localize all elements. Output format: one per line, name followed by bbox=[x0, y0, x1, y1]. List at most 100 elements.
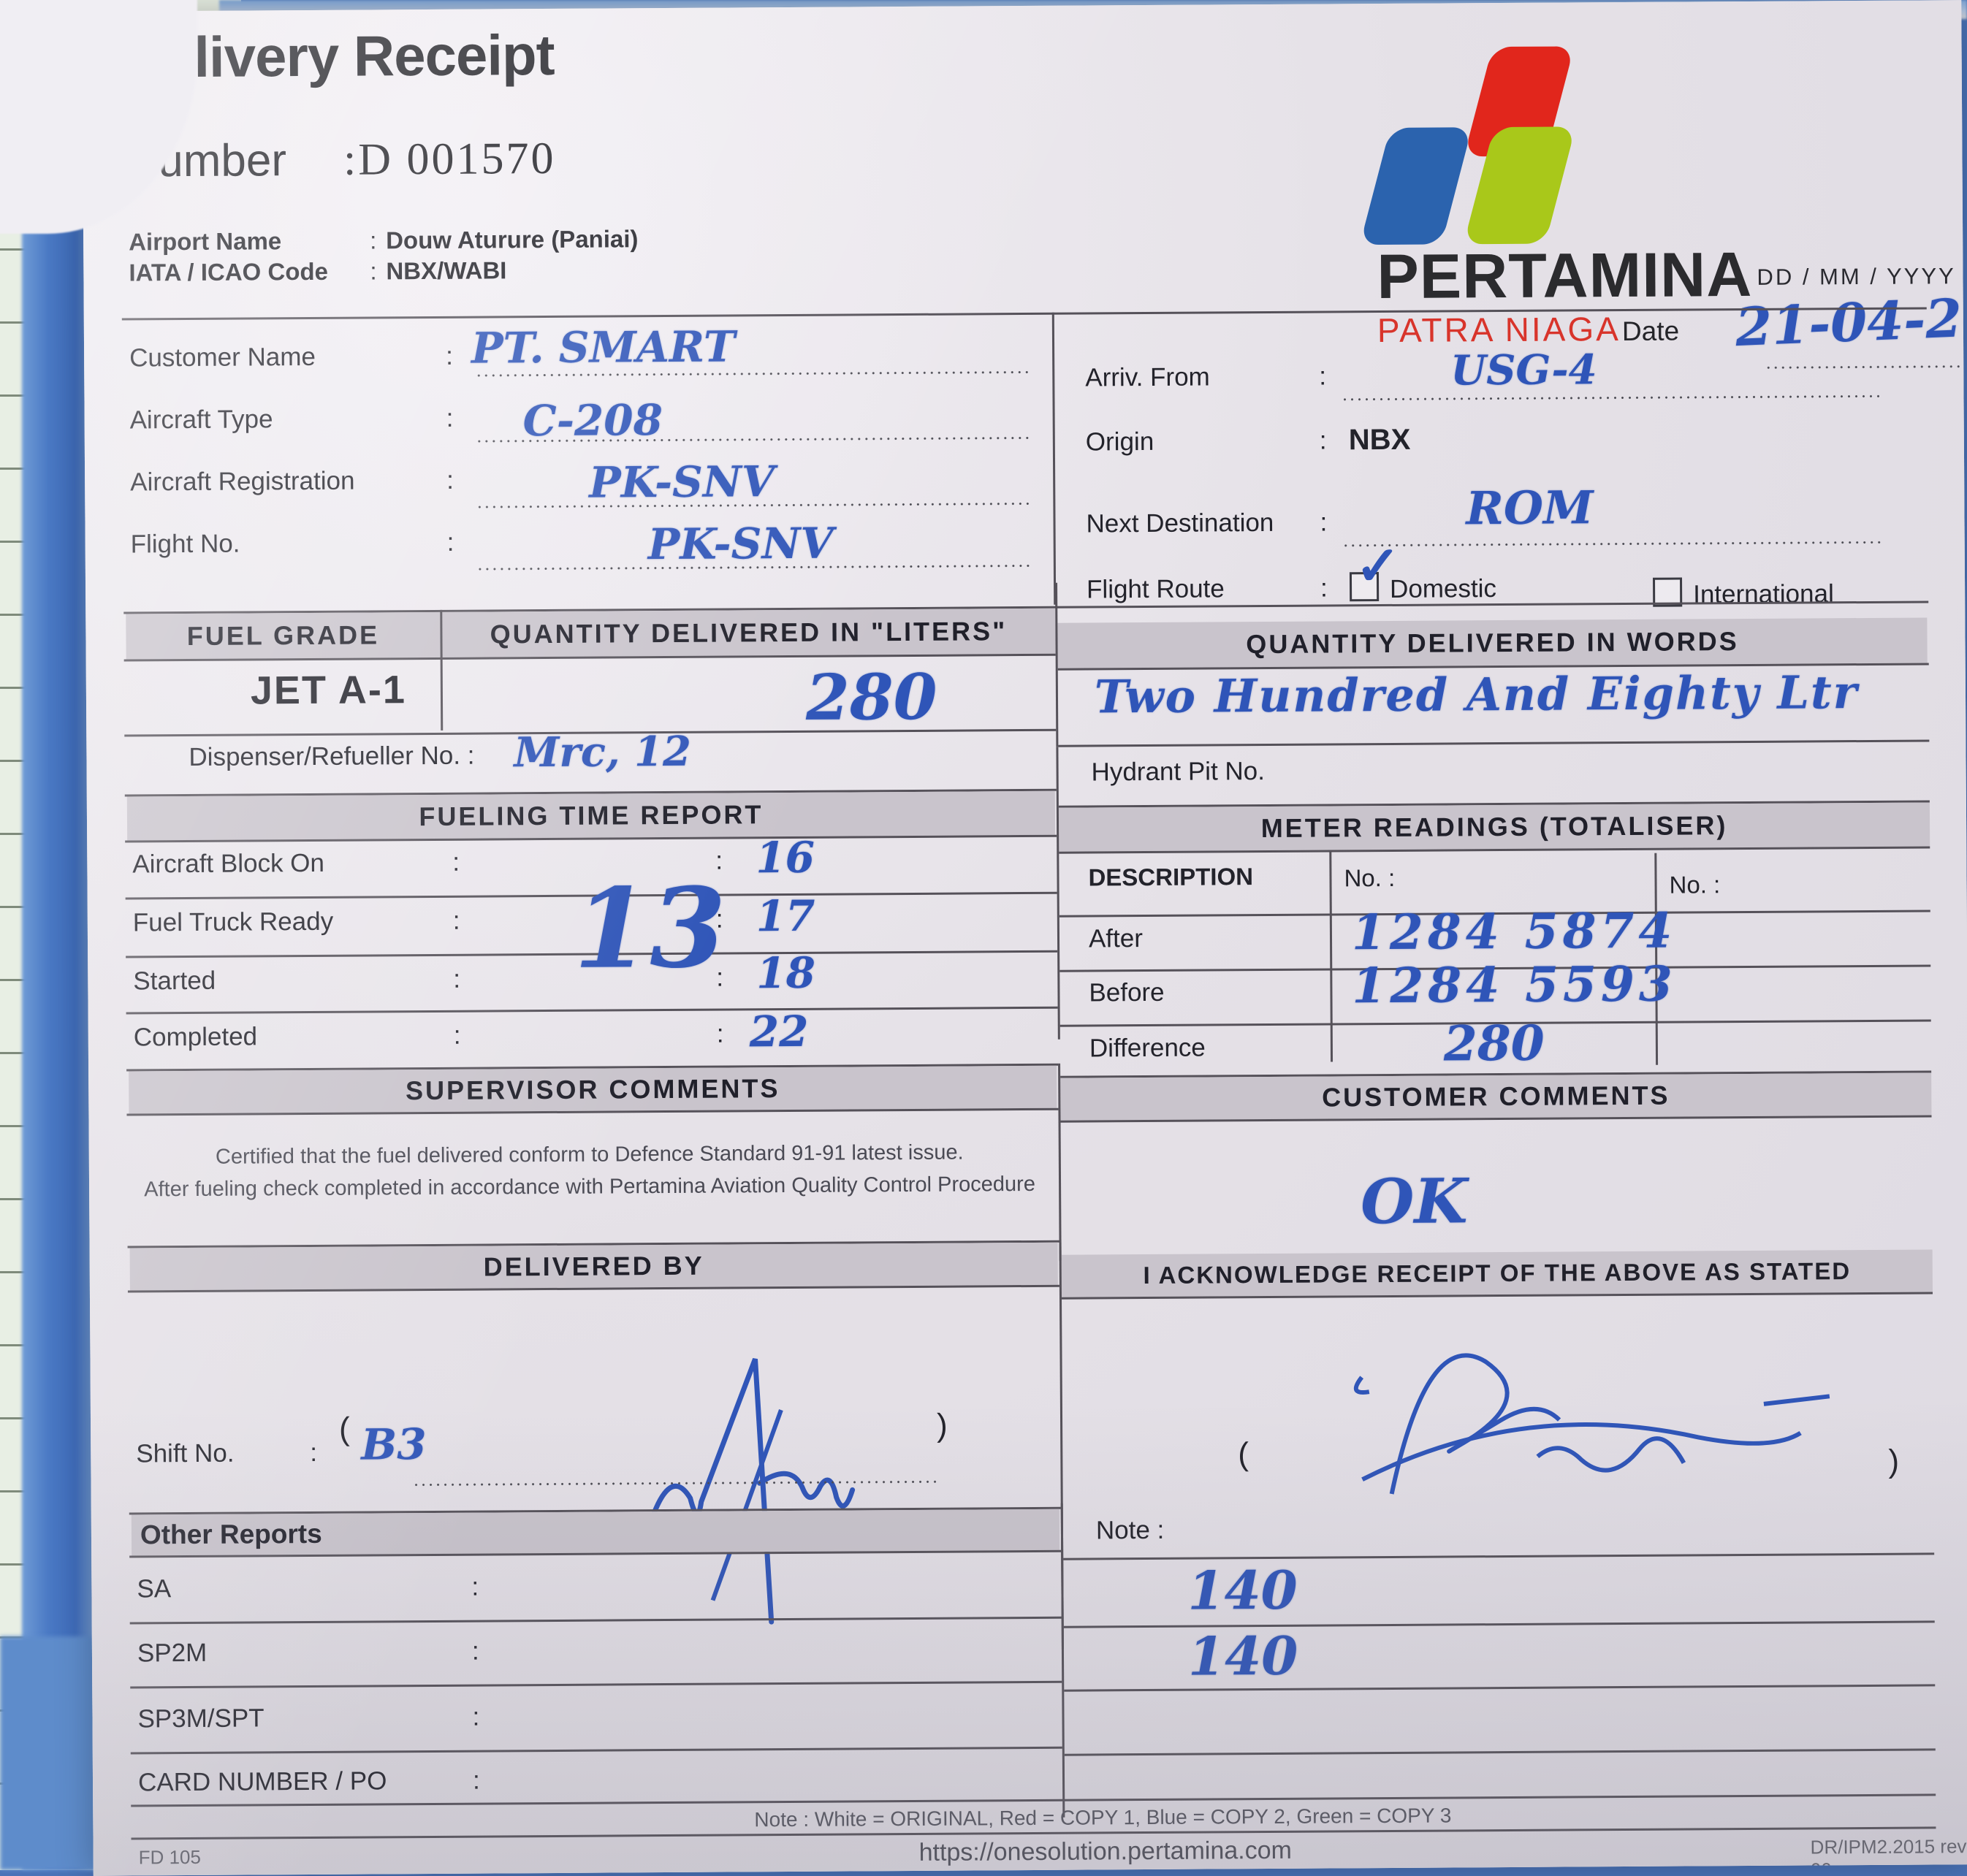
next-destination-label: Next Destination bbox=[1086, 508, 1274, 538]
airport-name-row: Airport Name : Douw Aturure (Paniai) bbox=[129, 224, 639, 257]
card-number-po-separator: : bbox=[472, 1766, 480, 1795]
receipt-number-row: Number :D 001570 bbox=[125, 133, 555, 188]
quantity-liters-header: QUANTITY DELIVERED IN "LITERS" bbox=[441, 608, 1056, 657]
arriv-from-label: Arriv. From bbox=[1085, 362, 1210, 392]
customer-signature bbox=[1353, 1353, 1830, 1495]
customer-comments-header: CUSTOMER COMMENTS bbox=[1060, 1072, 1932, 1121]
date-dotted-line bbox=[1765, 365, 1967, 369]
meter-after-label: After bbox=[1088, 924, 1144, 953]
aircraft-type-label: Aircraft Type bbox=[129, 405, 273, 435]
fuel-truck-ready-separator: : bbox=[452, 906, 460, 935]
iata-icao-value: NBX/WABI bbox=[386, 256, 507, 285]
logo-blue-parallelogram bbox=[1359, 127, 1472, 245]
quantity-liters-value: 280 bbox=[805, 660, 937, 735]
pertamina-logo: PERTAMINA PATRA NIAGA bbox=[1359, 37, 1964, 350]
airport-name-value: Douw Aturure (Paniai) bbox=[386, 225, 639, 254]
flight-no-label: Flight No. bbox=[130, 529, 240, 559]
other-reports-divider bbox=[1060, 1503, 1065, 1818]
shift-no-label: Shift No. bbox=[136, 1438, 235, 1468]
other-reports-header: Other Reports bbox=[131, 1509, 1060, 1556]
onesolution-url[interactable]: https://onesolution.pertamina.com bbox=[918, 1836, 1293, 1867]
aircraft-block-on-separator: : bbox=[452, 847, 460, 877]
completed-minute: 22 bbox=[749, 1006, 809, 1057]
origin-value: NBX bbox=[1348, 423, 1411, 457]
brand-name: PERTAMINA bbox=[1377, 239, 1753, 313]
note-row-line-3 bbox=[1064, 1748, 1936, 1756]
customer-name-label: Customer Name bbox=[129, 342, 316, 373]
certification-line-1: Certified that the fuel delivered confor… bbox=[215, 1140, 964, 1169]
column-divider-top bbox=[1051, 312, 1057, 605]
meter-col-no2: No. : bbox=[1669, 871, 1721, 899]
started-separator: : bbox=[453, 964, 461, 994]
next-destination-value: ROM bbox=[1466, 481, 1594, 535]
meter-col-description: DESCRIPTION bbox=[1088, 863, 1254, 891]
meter-before-label: Before bbox=[1089, 977, 1165, 1007]
international-label: International bbox=[1693, 579, 1834, 609]
note-label: Note : bbox=[1095, 1515, 1165, 1545]
aircraft-registration-value: PK-SNV bbox=[588, 457, 775, 508]
started-minute: 18 bbox=[756, 947, 816, 999]
acknowledge-close-paren: ) bbox=[1888, 1443, 1900, 1479]
fuel-truck-ready-minute: 17 bbox=[756, 891, 815, 942]
acknowledge-open-paren: ( bbox=[1238, 1436, 1249, 1473]
note-value-line1: 140 bbox=[1187, 1558, 1298, 1622]
footer-top-line bbox=[131, 1793, 1936, 1807]
flight-route-separator: : bbox=[1320, 573, 1328, 603]
origin-label: Origin bbox=[1085, 427, 1154, 457]
supervisor-comments-header: SUPERVISOR COMMENTS bbox=[129, 1065, 1057, 1114]
meter-before-value: 1284 5593 bbox=[1352, 955, 1678, 1015]
sp2m-separator: : bbox=[471, 1636, 479, 1666]
customer-name-separator: : bbox=[445, 341, 453, 370]
words-row-bottom-line bbox=[1058, 739, 1930, 747]
aircraft-registration-label: Aircraft Registration bbox=[130, 466, 355, 497]
iata-icao-row: IATA / ICAO Code : NBX/WABI bbox=[129, 254, 639, 288]
note-row-line-1 bbox=[1063, 1620, 1935, 1628]
receipt-number-value: :D 001570 bbox=[343, 133, 556, 185]
fuel-grade-value: JET A-1 bbox=[250, 668, 407, 713]
meter-divider-1 bbox=[1329, 850, 1333, 1062]
delivered-open-paren: ( bbox=[338, 1411, 350, 1447]
brand-subname: PATRA NIAGA bbox=[1377, 310, 1621, 350]
sp3m-spt-label: SP3M/SPT bbox=[137, 1704, 265, 1734]
certification-line-2: After fueling check completed in accorda… bbox=[144, 1172, 1036, 1202]
iata-icao-label: IATA / ICAO Code bbox=[129, 258, 329, 286]
domestic-label: Domestic bbox=[1389, 574, 1497, 603]
meter-col-no1: No. : bbox=[1344, 863, 1396, 892]
hydrant-pit-label: Hydrant Pit No. bbox=[1091, 757, 1266, 787]
sp3m-spt-separator: : bbox=[472, 1702, 480, 1731]
shift-no-value: B3 bbox=[361, 1419, 427, 1470]
pertamina-arrow-icon bbox=[1359, 39, 1603, 245]
sa-separator: : bbox=[471, 1572, 479, 1601]
pertamina-wordmark: PERTAMINA PATRA NIAGA bbox=[1377, 239, 1753, 350]
aircraft-block-on-minute: 16 bbox=[756, 832, 815, 883]
flight-no-separator: : bbox=[446, 527, 454, 557]
card-number-po-label: CARD NUMBER / PO bbox=[137, 1766, 387, 1797]
flight-no-value: PK-SNV bbox=[647, 518, 834, 570]
meter-difference-label: Difference bbox=[1089, 1033, 1206, 1063]
meter-difference-value: 280 bbox=[1443, 1014, 1545, 1072]
sp2m-label: SP2M bbox=[137, 1638, 208, 1668]
sp2m-row-line bbox=[130, 1680, 1062, 1689]
delivered-by-signature bbox=[644, 1358, 856, 1625]
meter-after-value: 1284 5874 bbox=[1351, 901, 1677, 961]
note-value-line2: 140 bbox=[1187, 1624, 1298, 1688]
fuel-truck-ready-label: Fuel Truck Ready bbox=[132, 907, 334, 937]
fueling-row3-line bbox=[126, 1006, 1058, 1015]
aircraft-type-separator: : bbox=[446, 403, 454, 432]
next-destination-dotted-line bbox=[1342, 541, 1883, 547]
fueling-time-header: FUELING TIME REPORT bbox=[126, 790, 1056, 841]
delivered-by-header: DELIVERED BY bbox=[129, 1242, 1058, 1291]
airport-name-separator: : bbox=[370, 226, 377, 254]
quantity-words-value: Two Hundred And Eighty Ltr bbox=[1094, 666, 1859, 724]
shift-no-separator: : bbox=[310, 1438, 318, 1468]
airport-info-block: Airport Name : Douw Aturure (Paniai) IAT… bbox=[129, 224, 639, 289]
form-code: FD 105 bbox=[138, 1845, 202, 1869]
next-destination-separator: : bbox=[1320, 508, 1328, 537]
dispenser-label: Dispenser/Refueller No. : bbox=[189, 741, 475, 772]
quantity-words-header: QUANTITY DELIVERED IN WORDS bbox=[1057, 617, 1928, 668]
sa-label: SA bbox=[137, 1574, 172, 1604]
meter-readings-header: METER READINGS (TOTALISER) bbox=[1058, 802, 1930, 852]
aircraft-registration-separator: : bbox=[446, 465, 454, 495]
arriv-from-value: USG-4 bbox=[1450, 346, 1597, 395]
binder-edge-bottom bbox=[0, 1636, 110, 1870]
